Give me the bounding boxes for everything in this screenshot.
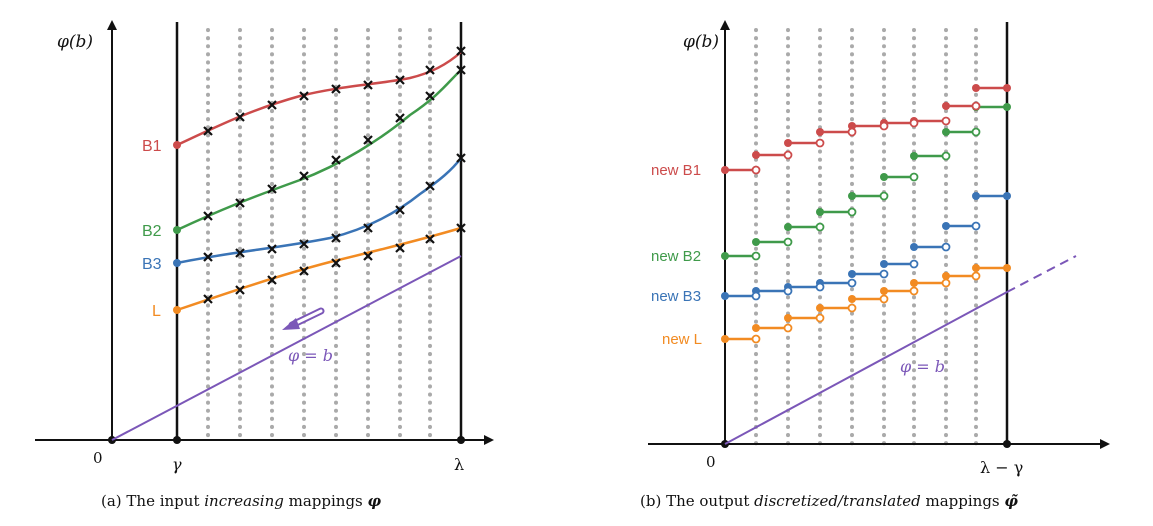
right-steps-B1 bbox=[725, 86, 1007, 172]
left-dot-B1 bbox=[173, 141, 181, 149]
left-caption: (a) The input increasing mappings φ bbox=[101, 492, 382, 510]
right-diagonal-dashed bbox=[1006, 255, 1077, 293]
right-steps-B2 bbox=[725, 105, 1007, 258]
right-caption-suffix: mappings bbox=[921, 492, 1005, 510]
left-label-B2: B2 bbox=[142, 223, 162, 240]
right-diagonal-label: φ = b bbox=[900, 357, 945, 376]
right-open-dots-L bbox=[751, 271, 981, 344]
left-caption-symbol: φ bbox=[368, 492, 382, 510]
right-diagonal bbox=[724, 291, 1008, 445]
right-caption: (b) The output discretized/translated ma… bbox=[640, 492, 1018, 510]
right-label-B1: new B1 bbox=[651, 162, 701, 179]
right-label-B3: new B3 bbox=[651, 288, 701, 305]
left-diagonal-label: φ = b bbox=[288, 346, 333, 365]
right-label-B2: new B2 bbox=[651, 248, 701, 265]
right-dotted-grid bbox=[754, 28, 978, 446]
left-label-L: L bbox=[152, 303, 161, 320]
right-lambda-gamma-dot bbox=[1003, 440, 1011, 448]
left-dot-B2 bbox=[173, 226, 181, 234]
right-caption-prefix: (b) The output bbox=[640, 492, 754, 510]
left-origin-label: 0 bbox=[93, 449, 103, 467]
right-closed-dots-B1 bbox=[721, 84, 1011, 174]
right-steps-L bbox=[725, 266, 1007, 341]
left-y-axis-label: φ(b) bbox=[57, 32, 93, 52]
left-lambda-label: λ bbox=[454, 455, 464, 474]
left-dot-L bbox=[173, 306, 181, 314]
left-caption-suffix: mappings bbox=[284, 492, 368, 510]
left-caption-prefix: (a) The input bbox=[101, 492, 204, 510]
right-y-axis-label: φ(b) bbox=[683, 32, 719, 52]
left-diagonal bbox=[111, 255, 462, 441]
left-cross-markers bbox=[203, 46, 466, 304]
right-closed-dots-B3 bbox=[721, 192, 1011, 300]
right-panel: φ(b) 0 λ − γ new B1 new B2 new B3 new L … bbox=[640, 20, 1110, 510]
right-caption-em: discretized/translated bbox=[754, 492, 921, 510]
left-curve-L bbox=[176, 226, 462, 312]
right-caption-symbol: φ̃ bbox=[1004, 492, 1018, 510]
left-hollow-arrow bbox=[282, 307, 325, 330]
left-label-B1: B1 bbox=[142, 138, 162, 155]
right-label-L: new L bbox=[662, 331, 702, 348]
right-lambda-gamma-label: λ − γ bbox=[980, 458, 1023, 477]
left-dot-B3 bbox=[173, 259, 181, 267]
right-steps-B3 bbox=[725, 194, 1007, 298]
right-origin-label: 0 bbox=[706, 453, 716, 471]
right-open-dots-B2 bbox=[751, 127, 981, 261]
left-panel: φ(b) 0 γ λ B1 B2 B3 L φ = b (a) The inpu… bbox=[35, 20, 494, 510]
left-gamma-dot bbox=[173, 436, 181, 444]
right-open-dots-B1 bbox=[751, 101, 981, 175]
left-lambda-dot bbox=[457, 436, 465, 444]
right-open-dots-B3 bbox=[751, 221, 981, 301]
left-curve-B1 bbox=[176, 51, 462, 147]
right-closed-dots-L bbox=[721, 264, 1011, 343]
left-caption-em: increasing bbox=[204, 492, 284, 510]
left-curve-B2 bbox=[176, 69, 462, 232]
left-gamma-label: γ bbox=[172, 455, 182, 474]
left-label-B3: B3 bbox=[142, 256, 162, 273]
